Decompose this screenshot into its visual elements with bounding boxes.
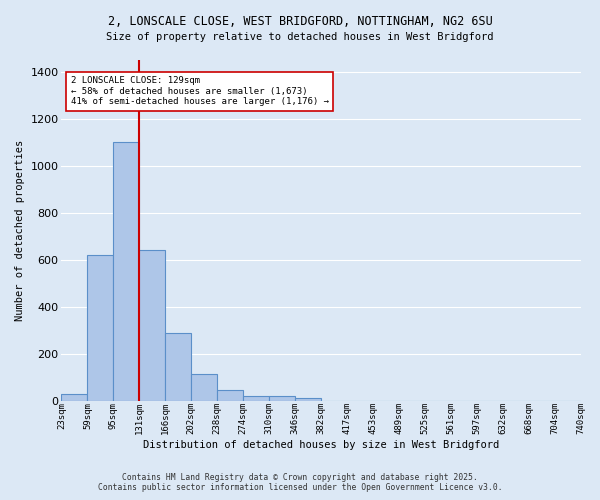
Text: 2 LONSCALE CLOSE: 129sqm
← 58% of detached houses are smaller (1,673)
41% of sem: 2 LONSCALE CLOSE: 129sqm ← 58% of detach… — [71, 76, 329, 106]
Bar — [165, 332, 191, 401]
Bar — [88, 255, 113, 401]
Bar — [295, 398, 321, 401]
Bar — [113, 142, 139, 401]
Bar — [217, 390, 243, 401]
Bar — [61, 394, 88, 401]
Bar — [139, 250, 165, 401]
Text: Contains HM Land Registry data © Crown copyright and database right 2025.
Contai: Contains HM Land Registry data © Crown c… — [98, 473, 502, 492]
Y-axis label: Number of detached properties: Number of detached properties — [15, 140, 25, 321]
Bar — [191, 374, 217, 401]
X-axis label: Distribution of detached houses by size in West Bridgford: Distribution of detached houses by size … — [143, 440, 499, 450]
Bar — [243, 396, 269, 401]
Bar — [269, 396, 295, 401]
Text: Size of property relative to detached houses in West Bridgford: Size of property relative to detached ho… — [106, 32, 494, 42]
Text: 2, LONSCALE CLOSE, WEST BRIDGFORD, NOTTINGHAM, NG2 6SU: 2, LONSCALE CLOSE, WEST BRIDGFORD, NOTTI… — [107, 15, 493, 28]
